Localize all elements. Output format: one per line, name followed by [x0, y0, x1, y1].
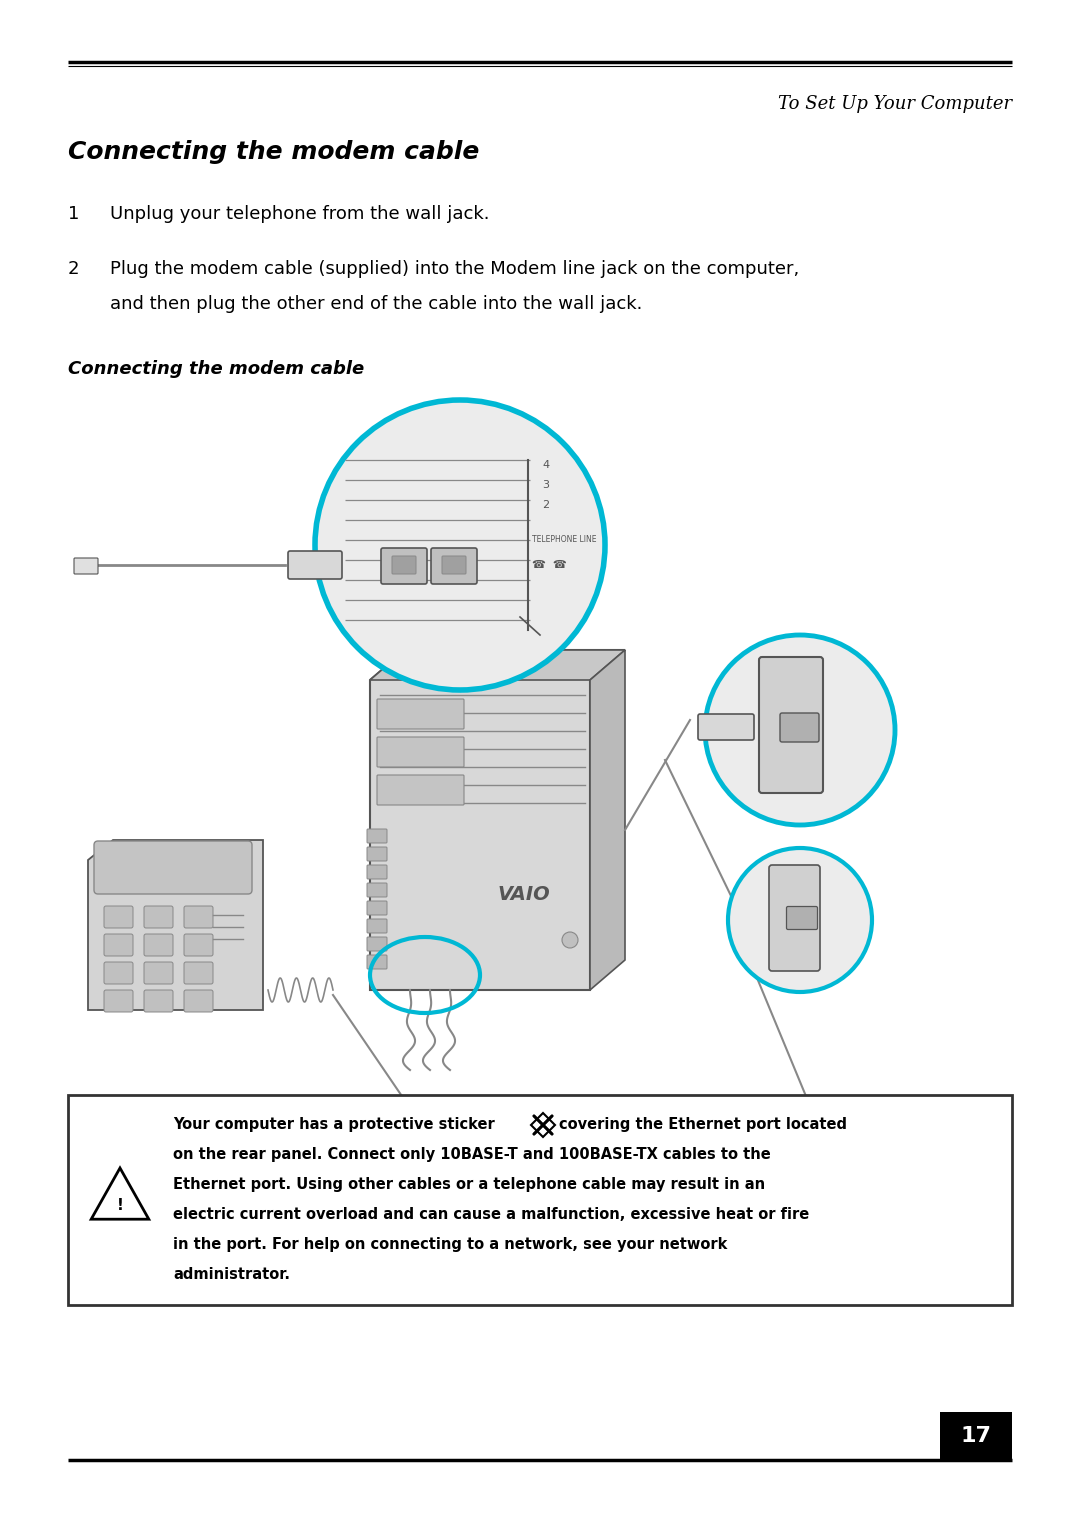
FancyBboxPatch shape [144, 934, 173, 957]
FancyBboxPatch shape [377, 699, 464, 729]
Polygon shape [91, 1167, 149, 1219]
Text: 2: 2 [68, 261, 80, 277]
FancyBboxPatch shape [367, 866, 387, 879]
Text: 3: 3 [542, 481, 549, 490]
FancyBboxPatch shape [367, 882, 387, 897]
FancyBboxPatch shape [780, 713, 819, 741]
Text: administrator.: administrator. [173, 1267, 291, 1283]
Polygon shape [87, 840, 264, 1010]
FancyBboxPatch shape [184, 907, 213, 928]
Text: 4: 4 [542, 459, 549, 470]
FancyBboxPatch shape [367, 847, 387, 861]
Text: Connecting the modem cable: Connecting the modem cable [68, 359, 364, 377]
Text: covering the Ethernet port located: covering the Ethernet port located [559, 1117, 847, 1132]
Text: Ethernet port. Using other cables or a telephone cable may result in an: Ethernet port. Using other cables or a t… [173, 1176, 765, 1192]
FancyBboxPatch shape [940, 1411, 1012, 1460]
Text: VAIO: VAIO [498, 885, 551, 905]
FancyBboxPatch shape [769, 866, 820, 972]
FancyBboxPatch shape [377, 775, 464, 805]
FancyBboxPatch shape [184, 934, 213, 957]
FancyBboxPatch shape [367, 901, 387, 916]
Circle shape [562, 932, 578, 948]
FancyBboxPatch shape [377, 737, 464, 767]
FancyBboxPatch shape [367, 919, 387, 932]
Text: ☎  ☎: ☎ ☎ [532, 559, 567, 570]
FancyBboxPatch shape [104, 907, 133, 928]
Text: TELEPHONE LINE: TELEPHONE LINE [532, 535, 596, 544]
Text: 2: 2 [542, 500, 549, 509]
Ellipse shape [728, 847, 872, 991]
Ellipse shape [315, 400, 605, 690]
FancyBboxPatch shape [68, 1095, 1012, 1305]
FancyBboxPatch shape [184, 963, 213, 984]
FancyBboxPatch shape [367, 937, 387, 951]
FancyBboxPatch shape [392, 556, 416, 575]
FancyBboxPatch shape [184, 990, 213, 1013]
FancyBboxPatch shape [367, 829, 387, 843]
FancyBboxPatch shape [786, 907, 818, 929]
FancyBboxPatch shape [144, 963, 173, 984]
Polygon shape [370, 650, 625, 681]
Polygon shape [531, 1113, 555, 1137]
FancyBboxPatch shape [104, 990, 133, 1013]
Text: To Set Up Your Computer: To Set Up Your Computer [778, 96, 1012, 114]
Text: in the port. For help on connecting to a network, see your network: in the port. For help on connecting to a… [173, 1237, 727, 1252]
Polygon shape [590, 650, 625, 990]
FancyBboxPatch shape [367, 955, 387, 969]
Text: 17: 17 [960, 1427, 991, 1446]
FancyBboxPatch shape [442, 556, 465, 575]
Text: !: ! [117, 1198, 123, 1213]
FancyBboxPatch shape [94, 841, 252, 894]
FancyBboxPatch shape [381, 547, 427, 584]
Text: and then plug the other end of the cable into the wall jack.: and then plug the other end of the cable… [110, 296, 643, 312]
FancyBboxPatch shape [144, 907, 173, 928]
FancyBboxPatch shape [431, 547, 477, 584]
Ellipse shape [705, 635, 895, 825]
FancyBboxPatch shape [75, 558, 98, 575]
Text: Unplug your telephone from the wall jack.: Unplug your telephone from the wall jack… [110, 205, 489, 223]
Text: Your computer has a protective sticker: Your computer has a protective sticker [173, 1117, 495, 1132]
FancyBboxPatch shape [144, 990, 173, 1013]
Text: Plug the modem cable (supplied) into the Modem line jack on the computer,: Plug the modem cable (supplied) into the… [110, 261, 799, 277]
FancyBboxPatch shape [698, 714, 754, 740]
Text: 1: 1 [68, 205, 79, 223]
Text: Connecting the modem cable: Connecting the modem cable [68, 139, 480, 164]
Text: on the rear panel. Connect only 10BASE-T and 100BASE-TX cables to the: on the rear panel. Connect only 10BASE-T… [173, 1148, 771, 1161]
Text: electric current overload and can cause a malfunction, excessive heat or fire: electric current overload and can cause … [173, 1207, 809, 1222]
FancyBboxPatch shape [288, 550, 342, 579]
FancyBboxPatch shape [759, 656, 823, 793]
FancyBboxPatch shape [104, 963, 133, 984]
FancyBboxPatch shape [104, 934, 133, 957]
Polygon shape [370, 650, 625, 990]
